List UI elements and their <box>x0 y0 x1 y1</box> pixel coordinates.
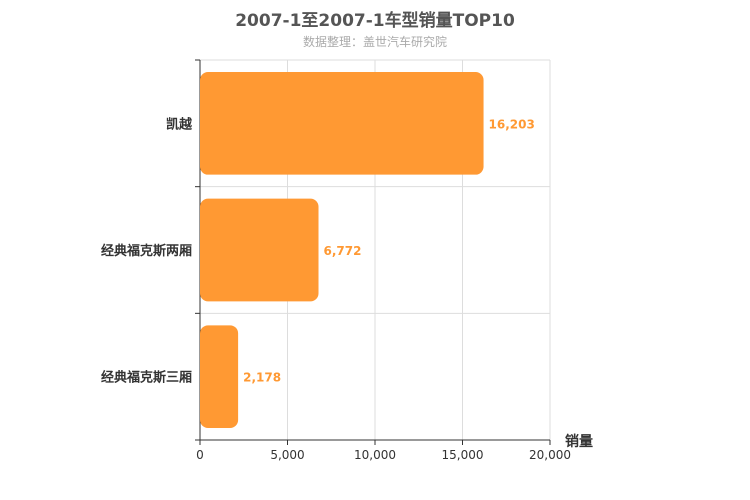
category-label: 凯越 <box>166 116 193 132</box>
x-tick-label: 20,000 <box>529 448 571 462</box>
x-tick-label: 10,000 <box>354 448 396 462</box>
x-tick-label: 0 <box>196 448 204 462</box>
chart-subtitle: 数据整理：盖世汽车研究院 <box>302 35 447 49</box>
category-label: 经典福克斯三厢 <box>101 370 192 386</box>
chart-title: 2007-1至2007-1车型销量TOP10 <box>235 11 515 31</box>
x-tick-label: 15,000 <box>442 448 484 462</box>
x-axis-title: 销量 <box>565 433 593 450</box>
bar <box>200 325 239 428</box>
category-label: 经典福克斯两厢 <box>101 243 192 259</box>
data-label: 2,178 <box>243 371 281 385</box>
bar <box>200 72 484 175</box>
bar <box>200 198 319 302</box>
data-label: 16,203 <box>489 117 535 131</box>
data-label: 6,772 <box>324 244 362 258</box>
x-tick-label: 5,000 <box>270 448 304 462</box>
